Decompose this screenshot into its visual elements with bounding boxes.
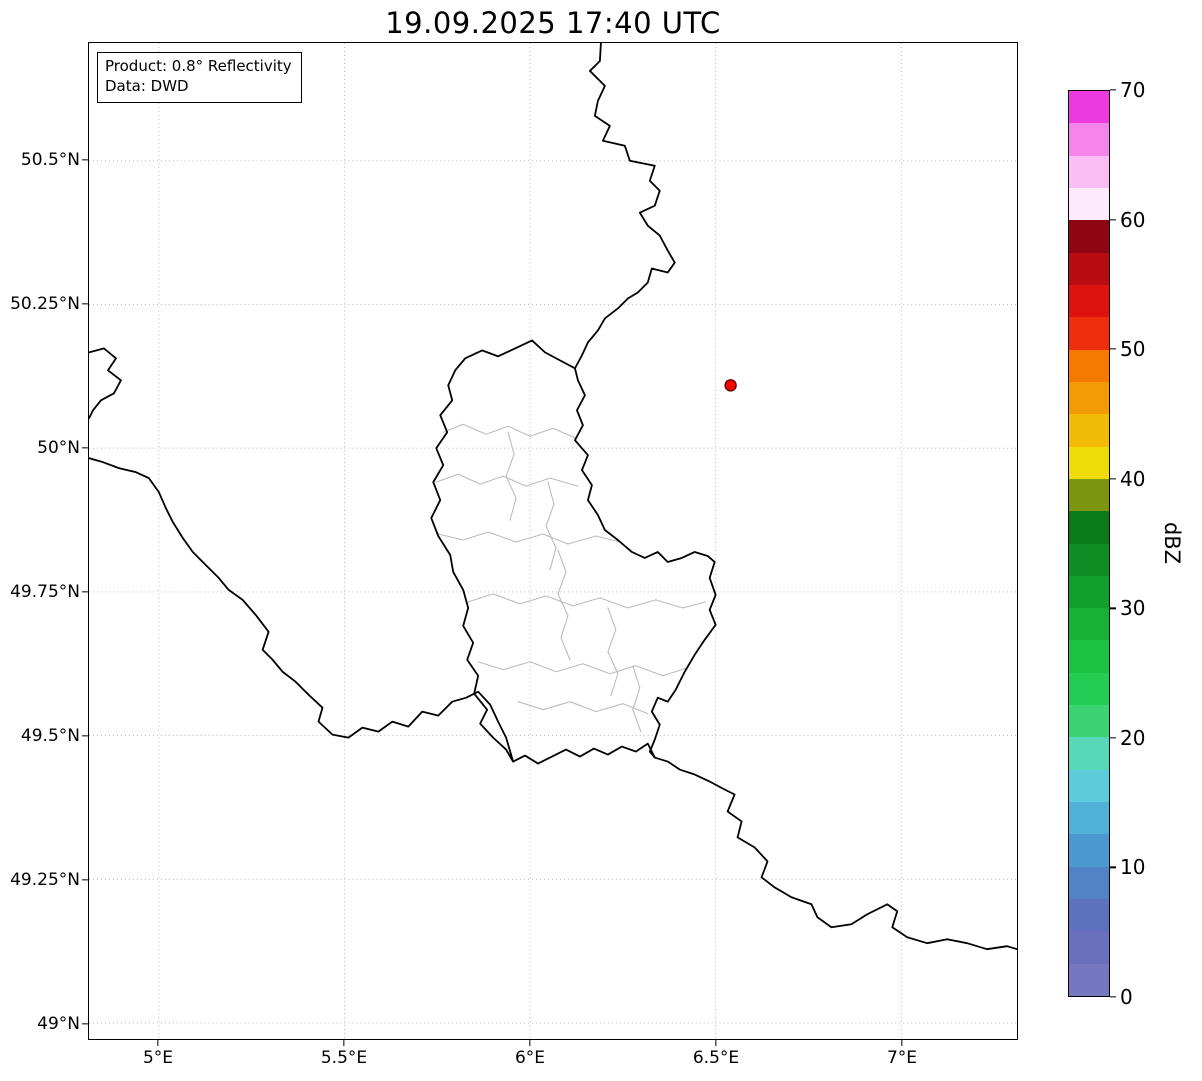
colorbar-tick-mark [1110,89,1116,91]
admin-border-path [632,665,642,733]
y-axis-tick-label: 49.5°N [20,726,80,746]
y-axis-tick-mark [82,735,88,737]
x-axis-tick-mark [715,1040,717,1046]
plot-area: Product: 0.8° Reflectivity Data: DWD [88,42,1018,1040]
colorbar-segment [1069,446,1109,479]
admin-border-path [557,549,571,661]
colorbar-segment [1069,543,1109,576]
colorbar-tick-label: 60 [1120,207,1146,232]
admin-border-path [442,423,577,439]
colorbar-segment [1069,705,1109,738]
info-data-source-line: Data: DWD [105,77,189,96]
colorbar-segment [1069,866,1109,900]
x-axis-tick-label: 6°E [514,1048,546,1068]
info-box: Product: 0.8° Reflectivity Data: DWD [97,52,302,103]
colorbar-segment [1069,672,1109,706]
colorbar-segment [1069,317,1109,350]
colorbar-segment [1069,608,1109,641]
admin-border-path [435,473,579,487]
x-axis-tick-mark [157,1040,159,1046]
admin-border-path [437,531,621,545]
admin-borders [435,423,707,733]
colorbar-tick-mark [1110,348,1116,350]
x-axis-tick-mark [901,1040,903,1046]
y-axis-tick-label: 50.25°N [10,294,80,314]
country-border-path [89,347,122,420]
colorbar-tick-mark [1110,996,1116,998]
marker-layer [724,379,737,392]
colorbar-segment [1069,252,1109,285]
colorbar-segment [1069,899,1109,932]
colorbar-segment [1069,931,1109,964]
country-border-path [430,339,656,765]
colorbar-tick-mark [1110,218,1116,221]
colorbar-segment [1069,414,1109,447]
colorbar-tick-mark [1110,866,1116,869]
colorbar-tick-mark [1110,607,1116,609]
x-axis-tick-label: 5°E [142,1048,174,1068]
colorbar-tick-label: 0 [1120,985,1133,1009]
colorbar-segment [1069,381,1109,415]
y-axis-tick-mark [82,591,88,593]
colorbar-axis-label: dBZ [1160,521,1184,565]
admin-border-path [467,593,707,609]
country-border-path [89,457,514,763]
x-axis-tick-label: 7°E [886,1048,918,1068]
country-border-path [574,43,1017,951]
y-axis-tick-label: 49.75°N [10,582,80,602]
colorbar-tick-label: 40 [1120,466,1146,491]
colorbar-tick-label: 70 [1120,78,1146,102]
admin-border-path [477,661,689,677]
map-svg [89,43,1017,1039]
colorbar [1068,90,1110,997]
admin-border-path [505,431,517,521]
y-axis-tick-label: 50.5°N [20,150,80,170]
colorbar-segment [1069,284,1109,318]
admin-border-path [517,701,649,715]
x-axis-tick-label: 6.5°E [692,1048,740,1068]
admin-border-path [607,607,619,697]
info-product-line: Product: 0.8° Reflectivity [105,57,292,75]
colorbar-tick-label: 10 [1120,855,1146,880]
colorbar-segment [1069,155,1109,188]
x-axis-tick-label: 5.5°E [320,1048,368,1068]
colorbar-gradient [1069,91,1109,996]
x-axis-tick-mark [529,1040,531,1046]
plot-title: 19.09.2025 17:40 UTC [385,6,721,40]
y-axis-tick-label: 50°N [37,438,80,458]
country-borders [89,43,1017,951]
y-axis-tick-mark [82,1023,88,1025]
colorbar-segment [1069,123,1109,156]
y-axis-tick-mark [82,303,88,305]
colorbar-segment [1069,220,1109,253]
colorbar-segment [1069,187,1109,221]
y-axis-tick-mark [82,879,88,881]
colorbar-segment [1069,834,1109,867]
colorbar-tick-mark [1110,478,1116,480]
colorbar-segment [1069,91,1109,124]
y-axis-tick-mark [82,447,88,449]
colorbar-segment [1069,769,1109,803]
y-axis-tick-label: 49°N [37,1014,80,1034]
colorbar-tick-label: 20 [1120,725,1146,750]
colorbar-segment [1069,963,1109,996]
colorbar-tick-label: 50 [1120,337,1146,362]
colorbar-segment [1069,737,1109,770]
colorbar-segment [1069,349,1109,382]
colorbar-segment [1069,640,1109,673]
admin-border-path [545,481,557,571]
x-axis-tick-mark [343,1040,345,1046]
colorbar-tick-label: 30 [1120,596,1146,621]
y-axis-tick-label: 49.25°N [10,870,80,890]
colorbar-segment [1069,478,1109,512]
colorbar-segment [1069,802,1109,835]
colorbar-segment [1069,511,1109,544]
y-axis-tick-mark [82,159,88,161]
gridlines [89,43,1017,1039]
colorbar-segment [1069,575,1109,609]
colorbar-tick-mark [1110,737,1116,739]
radar-location-marker [724,379,737,392]
